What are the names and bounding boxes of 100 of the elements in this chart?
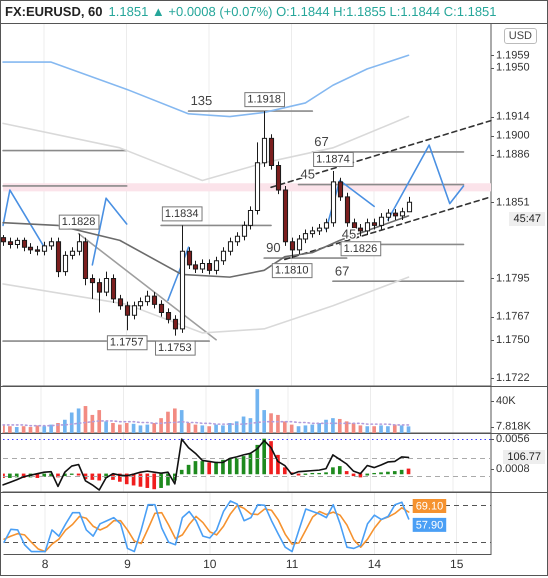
series-label: 135: [190, 93, 212, 108]
bar: [269, 441, 273, 474]
x-tick-label: 14: [368, 557, 382, 572]
bar: [138, 425, 142, 433]
bar: [234, 458, 239, 474]
text: 106.77: [503, 450, 545, 464]
bar: [42, 426, 46, 433]
bar: [186, 464, 190, 474]
bar: [166, 412, 170, 433]
bar: [242, 456, 246, 474]
x-tick-label: 10: [203, 557, 217, 572]
y-tick-label: 1.1795: [496, 272, 530, 285]
bar: [248, 418, 252, 433]
bar: [379, 425, 383, 433]
annotation: 1.1918: [247, 94, 282, 106]
bar: [406, 468, 410, 474]
series-label: 90: [266, 240, 281, 256]
bar: [8, 426, 12, 433]
annotation: 1.1810: [274, 264, 309, 277]
bar: [22, 426, 26, 433]
bar: [200, 461, 204, 474]
y-tick-label: 1.1959: [496, 49, 530, 62]
annotation: 1.1874: [316, 154, 350, 166]
chart-subtitle: 1.1851 ▲ +0.0008 (+0.07%) O:1.1844 H:1.1855 L:1.1844 C:1.1851: [108, 4, 497, 19]
y-axis-title: USD: [504, 28, 537, 44]
bar: [262, 410, 266, 433]
bar: [84, 406, 88, 433]
bar: [146, 474, 150, 488]
bar: [304, 425, 308, 433]
bar: [180, 410, 184, 433]
chart-title: FX:EURUSD, 60: [5, 4, 103, 19]
bar: [159, 474, 163, 488]
bar: [152, 474, 156, 490]
y-tick-label: 1.1750: [496, 334, 530, 346]
bar: [310, 424, 314, 433]
x-tick-label: 15: [450, 557, 464, 572]
y-tick-label: 0.0008: [496, 462, 530, 475]
bar: [406, 426, 410, 433]
bar: [269, 413, 273, 433]
bar: [186, 422, 190, 433]
bar: [90, 474, 94, 480]
x-tick-label: 8: [42, 557, 49, 572]
bar: [214, 424, 218, 433]
y-tick-label: 1.1886: [496, 148, 530, 161]
data-label: 57.90: [416, 519, 444, 532]
bar: [194, 424, 198, 433]
bar: [317, 422, 321, 433]
y-tick-label: 1.1722: [496, 372, 530, 384]
y-tick-label: 0.0056: [496, 433, 530, 446]
y-tick-label: 1.1914: [496, 110, 530, 123]
y-tick-label: 40K: [496, 394, 516, 407]
bar: [76, 408, 80, 433]
data-label: 69.10: [416, 500, 444, 513]
bar: [90, 414, 94, 433]
bar: [352, 474, 356, 476]
bar: [400, 425, 404, 433]
bar: [276, 414, 280, 433]
bar: [207, 426, 212, 433]
bar: [248, 454, 252, 474]
y-tick-label: 1.1900: [496, 130, 530, 142]
annotation: 1.1826: [344, 242, 378, 255]
annotation: 1.1757: [110, 336, 144, 349]
bar: [118, 424, 122, 433]
annotation: 1.1834: [164, 208, 199, 220]
bar: [296, 426, 300, 433]
series-label: 67: [314, 134, 329, 150]
bar: [8, 474, 12, 478]
y-tick-label: 7.818K: [496, 420, 532, 433]
bar: [97, 410, 102, 433]
bar: [70, 412, 74, 433]
bar: [242, 416, 246, 433]
annotation: 1.1753: [158, 342, 192, 354]
x-tick-label: 11: [286, 557, 299, 572]
text: 45:47: [509, 212, 545, 226]
bar: [255, 389, 260, 433]
y-tick-label: 1.1950: [496, 62, 530, 74]
bar: [352, 422, 356, 433]
bar: [146, 424, 150, 433]
bar: [124, 422, 129, 433]
y-tick-label: 1.1767: [496, 310, 530, 323]
bar: [14, 427, 19, 433]
bar: [111, 422, 115, 433]
bar: [221, 425, 225, 433]
bar: [132, 424, 136, 433]
bar: [344, 471, 348, 474]
bar: [173, 408, 177, 433]
x-tick-label: 9: [124, 557, 132, 572]
bar: [324, 420, 328, 433]
bar: [290, 424, 294, 433]
bar: [28, 427, 32, 433]
bar: [386, 426, 390, 433]
series-label: 67: [334, 263, 350, 278]
bar: [331, 418, 335, 433]
bar: [358, 425, 362, 433]
bar: [207, 462, 212, 474]
bar: [138, 474, 142, 487]
bar: [104, 421, 108, 433]
bar: [194, 461, 198, 474]
bar: [152, 422, 156, 433]
bar: [338, 466, 342, 474]
